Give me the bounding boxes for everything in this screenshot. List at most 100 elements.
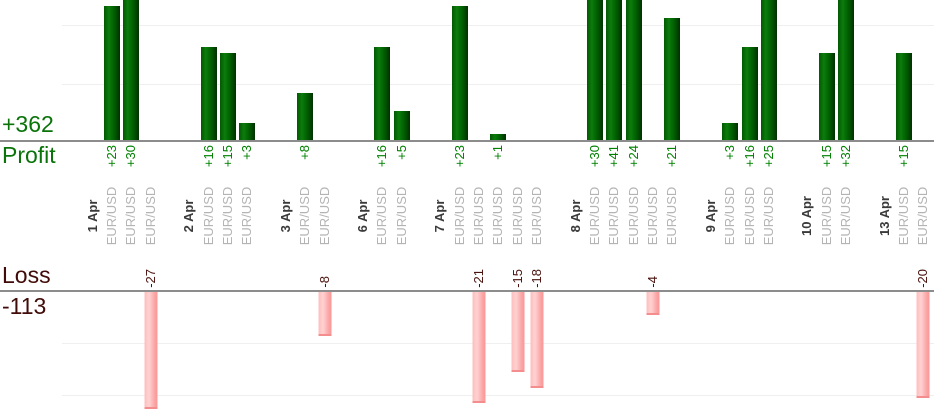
trade-symbol-label: EUR/USD (316, 186, 332, 246)
trade-symbol-label: EUR/USD (915, 186, 931, 246)
trade-symbol-label: EUR/USD (374, 186, 390, 246)
trade-column: +24 EUR/USD (624, 0, 643, 420)
trade-column: +41 EUR/USD (605, 0, 624, 420)
date-column: 7 Apr (430, 0, 449, 420)
date-column: 1 Apr (83, 0, 102, 420)
profit-bar (761, 0, 778, 140)
date-column: 3 Apr (276, 0, 295, 420)
trade-column: +30 EUR/USD (122, 0, 141, 420)
profit-bar (220, 53, 237, 140)
trade-column: +30 EUR/USD (585, 0, 604, 420)
trade-value-label: +16 (741, 145, 757, 168)
trade-symbol-label: EUR/USD (625, 186, 641, 246)
trade-value-label: +3 (239, 145, 255, 160)
trade-column: +23 EUR/USD (102, 0, 121, 420)
trade-value-label: +24 (625, 145, 641, 168)
trade-symbol-label: EUR/USD (471, 186, 487, 246)
day-group: 8 Apr +30 EUR/USD +41 EUR/USD +24 EUR/USD -4 EUR… (566, 0, 682, 420)
trade-symbol-label: EUR/USD (664, 186, 680, 246)
trade-value-label: +16 (374, 145, 390, 168)
trade-column: +16 EUR/USD (373, 0, 392, 420)
trade-column: -18 EUR/USD (527, 0, 546, 420)
trade-symbol-label: EUR/USD (393, 186, 409, 246)
trade-symbol-label: EUR/USD (200, 186, 216, 246)
profit-bar (606, 0, 623, 140)
trade-column: -4 EUR/USD (643, 0, 662, 420)
loss-axis-line (0, 290, 934, 292)
profit-bar (722, 123, 739, 140)
loss-bar (530, 292, 544, 388)
loss-bar (916, 292, 930, 398)
trade-symbol-label: EUR/USD (104, 186, 120, 246)
day-group: 7 Apr +23 EUR/USD -21 EUR/USD +1 EUR/USD -15 EUR… (430, 0, 546, 420)
trade-value-label: -15 (509, 269, 525, 288)
profit-bar (838, 0, 855, 140)
date-label: 7 Apr (432, 199, 448, 233)
trade-symbol-label: EUR/USD (490, 186, 506, 246)
day-group: 10 Apr +15 EUR/USD +32 EUR/USD (798, 0, 856, 420)
profit-bar (200, 47, 217, 140)
trade-column: +1 EUR/USD (489, 0, 508, 420)
trade-column: +8 EUR/USD (296, 0, 315, 420)
trade-value-label: +15 (220, 145, 236, 168)
trade-column: -21 EUR/USD (469, 0, 488, 420)
trade-symbol-label: EUR/USD (722, 186, 738, 246)
trade-symbol-label: EUR/USD (529, 186, 545, 246)
trade-value-label: +25 (761, 145, 777, 168)
profit-bar (586, 0, 603, 140)
profit-bar (664, 18, 681, 140)
profit-bar (818, 53, 835, 140)
profit-bar (123, 0, 140, 140)
trade-value-label: +30 (587, 145, 603, 168)
trade-value-label: +23 (104, 145, 120, 168)
profit-bar (451, 6, 468, 140)
trade-symbol-label: EUR/USD (297, 186, 313, 246)
date-label: 6 Apr (355, 199, 371, 233)
date-column: 6 Apr (353, 0, 372, 420)
profit-bar (297, 93, 314, 140)
profit-bar (741, 47, 758, 140)
loss-bar (144, 292, 158, 409)
trade-column: -27 EUR/USD (141, 0, 160, 420)
trade-symbol-label: EUR/USD (741, 186, 757, 246)
trade-column: +25 EUR/USD (759, 0, 778, 420)
profit-bar (625, 0, 642, 140)
trade-value-label: +1 (490, 145, 506, 160)
trade-symbol-label: EUR/USD (509, 186, 525, 246)
trade-column: +21 EUR/USD (663, 0, 682, 420)
profit-bar (374, 47, 391, 140)
trade-value-label: +15 (896, 145, 912, 168)
loss-title: Loss (2, 262, 51, 288)
profit-gridline-10 (62, 84, 934, 85)
trade-column: -15 EUR/USD (508, 0, 527, 420)
trade-value-label: +21 (664, 145, 680, 168)
trade-symbol-label: EUR/USD (606, 186, 622, 246)
loss-total: -113 (2, 293, 47, 319)
loss-gridline-10 (62, 343, 934, 344)
loss-bar (318, 292, 332, 336)
trade-value-label: -8 (316, 276, 332, 288)
day-groups: 1 Apr +23 EUR/USD +30 EUR/USD -27 EUR/USD 2 Apr… (83, 0, 933, 420)
date-column: 2 Apr (180, 0, 199, 420)
trade-value-label: +41 (606, 145, 622, 168)
day-group: 6 Apr +16 EUR/USD +5 EUR/USD (353, 0, 411, 420)
trade-symbol-label: EUR/USD (819, 186, 834, 246)
profit-bar (239, 123, 256, 140)
profit-bar (104, 6, 121, 140)
trade-value-label: -4 (645, 276, 661, 288)
trade-symbol-label: EUR/USD (123, 186, 139, 246)
date-label: 1 Apr (84, 199, 100, 233)
date-column: 10 Apr (798, 0, 817, 420)
date-label: 3 Apr (278, 199, 294, 233)
trade-symbol-label: EUR/USD (761, 186, 777, 246)
loss-bar (511, 292, 525, 372)
trade-value-label: +8 (297, 145, 313, 160)
trade-column: -20 EUR/USD (914, 0, 933, 420)
loss-bar (646, 292, 660, 315)
date-column: 8 Apr (566, 0, 585, 420)
trade-column: +16 EUR/USD (740, 0, 759, 420)
loss-gridline-20 (62, 395, 934, 396)
trade-value-label: +23 (451, 145, 467, 168)
trade-symbol-label: EUR/USD (587, 186, 603, 246)
